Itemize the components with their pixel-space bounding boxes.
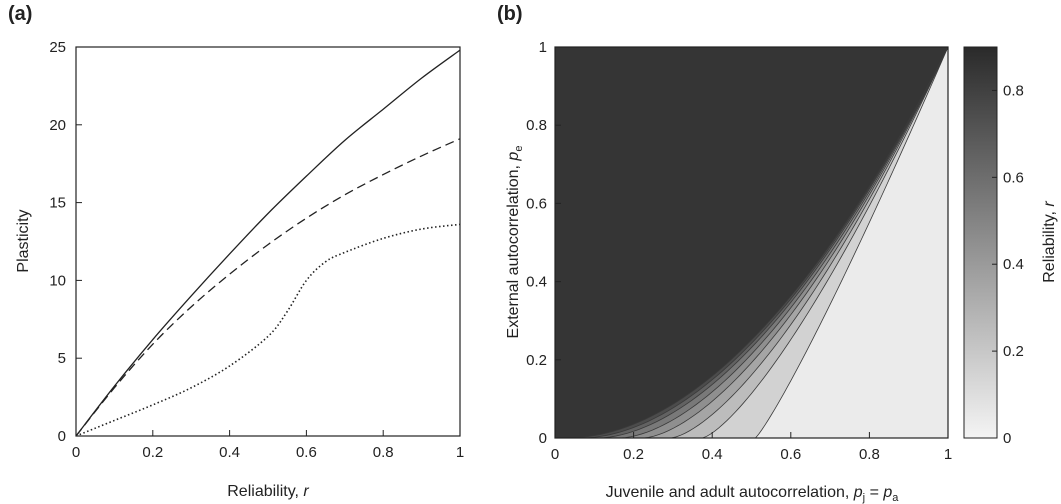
- y-tick-label: 0: [539, 430, 547, 447]
- contour-line: [582, 47, 948, 438]
- colorbar: 0 0.2 0.4 0.6 0.8 Reliability, r: [963, 46, 1058, 447]
- colorbar-tick-label: 0.4: [1003, 256, 1024, 273]
- panel-a-frame: [75, 46, 461, 437]
- y-tick-label: 0: [58, 428, 66, 445]
- x-tick-label: 0: [551, 446, 559, 463]
- panel-a-y-title: Plasticity: [15, 209, 32, 272]
- x-tick-label: 0.4: [702, 446, 723, 463]
- colorbar-tick-label: 0.8: [1003, 82, 1024, 99]
- panel-b-ticks: 0 0.2 0.4 0.6 0.8 1 0 0.2 0.4 0.6 0.8 1: [526, 39, 952, 463]
- contour-line: [598, 47, 948, 438]
- y-tick-label: 0.8: [526, 117, 547, 134]
- y-tick-label: 20: [49, 117, 66, 134]
- x-tick-label: 0.8: [373, 444, 394, 461]
- contour-line: [643, 47, 948, 438]
- panel-b-contours: [555, 47, 948, 438]
- x-tick-label: 1: [944, 446, 952, 463]
- contour-line: [619, 47, 948, 438]
- panel-b-letter: (b): [497, 3, 523, 25]
- plasticity-line-dotted: [76, 223, 460, 436]
- y-tick-label: 15: [49, 195, 66, 212]
- panel-b-frame: [554, 46, 949, 439]
- contour-line: [702, 47, 948, 438]
- x-tick-label: 0.2: [623, 446, 644, 463]
- x-tick-label: 0.6: [780, 446, 801, 463]
- colorbar-gradient: [963, 46, 998, 439]
- x-tick-label: 0.2: [142, 444, 163, 461]
- x-tick-label: 0.4: [219, 444, 240, 461]
- contour-line: [755, 47, 948, 438]
- y-tick-label: 10: [49, 272, 66, 289]
- contour-band: [555, 47, 948, 438]
- colorbar-title: Reliability, r: [1041, 201, 1058, 283]
- colorbar-ticks: 0 0.2 0.4 0.6 0.8: [992, 82, 1024, 447]
- panel-a-series: [76, 49, 460, 436]
- colorbar-tick-label: 0: [1003, 430, 1011, 447]
- x-tick-label: 0.8: [859, 446, 880, 463]
- panel-a-letter: (a): [8, 3, 32, 25]
- y-tick-label: 1: [539, 39, 547, 56]
- y-tick-label: 0.4: [526, 274, 547, 291]
- y-tick-label: 25: [49, 39, 66, 56]
- panel-b: (b) 0 0.2 0.4 0.6 0.8 1 0 0.2 0.4 0.6 0.8 1 Juvenil…: [497, 3, 1058, 504]
- colorbar-tick-label: 0.6: [1003, 169, 1024, 186]
- y-tick-label: 5: [58, 350, 66, 367]
- panel-b-x-title: Juvenile and adult autocorrelation, pj =…: [606, 484, 900, 504]
- panel-b-y-title: External autocorrelation, pe: [505, 146, 525, 339]
- contour-line: [670, 47, 948, 438]
- y-tick-label: 0.6: [526, 195, 547, 212]
- panel-a-x-title: Reliability, r: [227, 483, 309, 500]
- x-tick-label: 1: [456, 444, 464, 461]
- x-tick-label: 0: [72, 444, 80, 461]
- plasticity-line-dashed: [76, 138, 460, 436]
- colorbar-tick-label: 0.2: [1003, 343, 1024, 360]
- x-tick-label: 0.6: [296, 444, 317, 461]
- contour-line: [568, 47, 948, 438]
- plasticity-line-solid: [76, 49, 460, 436]
- y-tick-label: 0.2: [526, 352, 547, 369]
